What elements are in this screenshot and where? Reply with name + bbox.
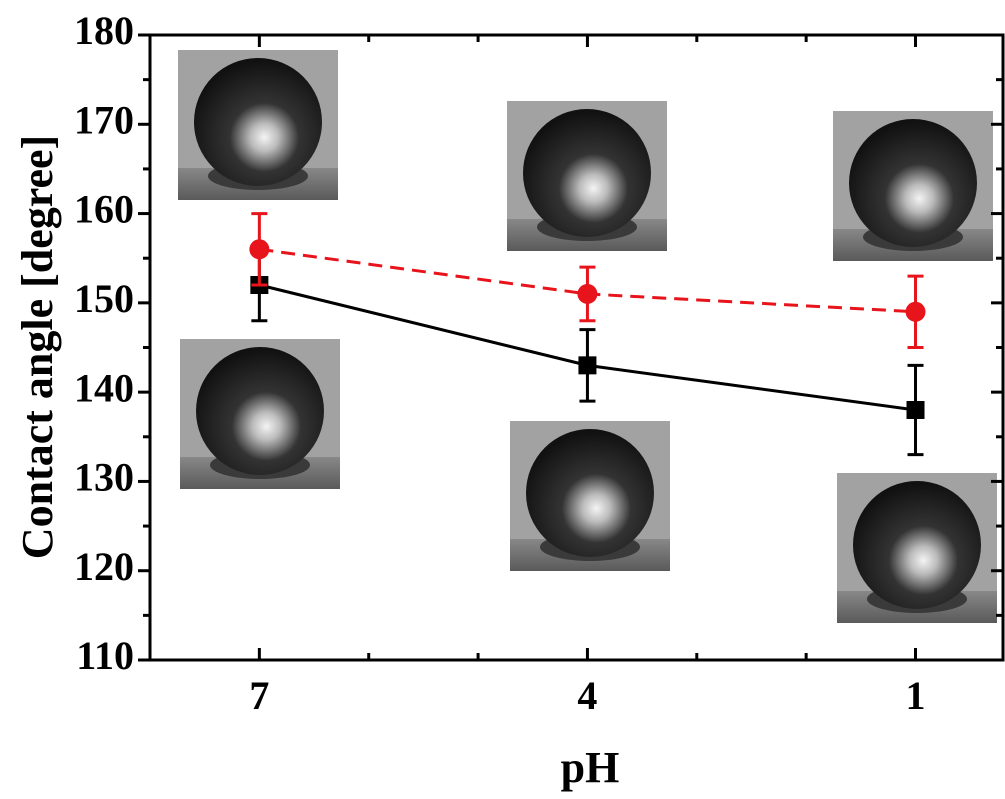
marker	[249, 239, 270, 260]
marker	[906, 401, 925, 419]
droplet-photo	[833, 111, 993, 261]
x-tick-label: 4	[577, 673, 597, 718]
marker	[577, 283, 598, 304]
droplet-photo	[510, 421, 670, 571]
y-axis-title: Contact angle [degree]	[13, 135, 62, 559]
y-tick-label: 160	[74, 187, 134, 232]
y-tick-label: 170	[74, 97, 134, 142]
x-axis-title: pH	[561, 743, 620, 792]
marker	[578, 356, 597, 375]
droplet-photo	[178, 50, 338, 200]
droplet-photo	[837, 473, 997, 623]
x-tick-label: 7	[249, 673, 269, 718]
y-tick-label: 130	[74, 455, 134, 500]
y-tick-label: 120	[74, 544, 134, 589]
droplet-photo	[180, 339, 340, 489]
y-tick-label: 150	[74, 276, 134, 321]
droplet-photo	[507, 101, 667, 251]
x-tick-label: 1	[906, 673, 926, 718]
y-tick-label: 180	[74, 8, 134, 53]
marker	[905, 301, 926, 322]
y-tick-label: 110	[76, 633, 134, 678]
y-tick-label: 140	[74, 365, 134, 410]
